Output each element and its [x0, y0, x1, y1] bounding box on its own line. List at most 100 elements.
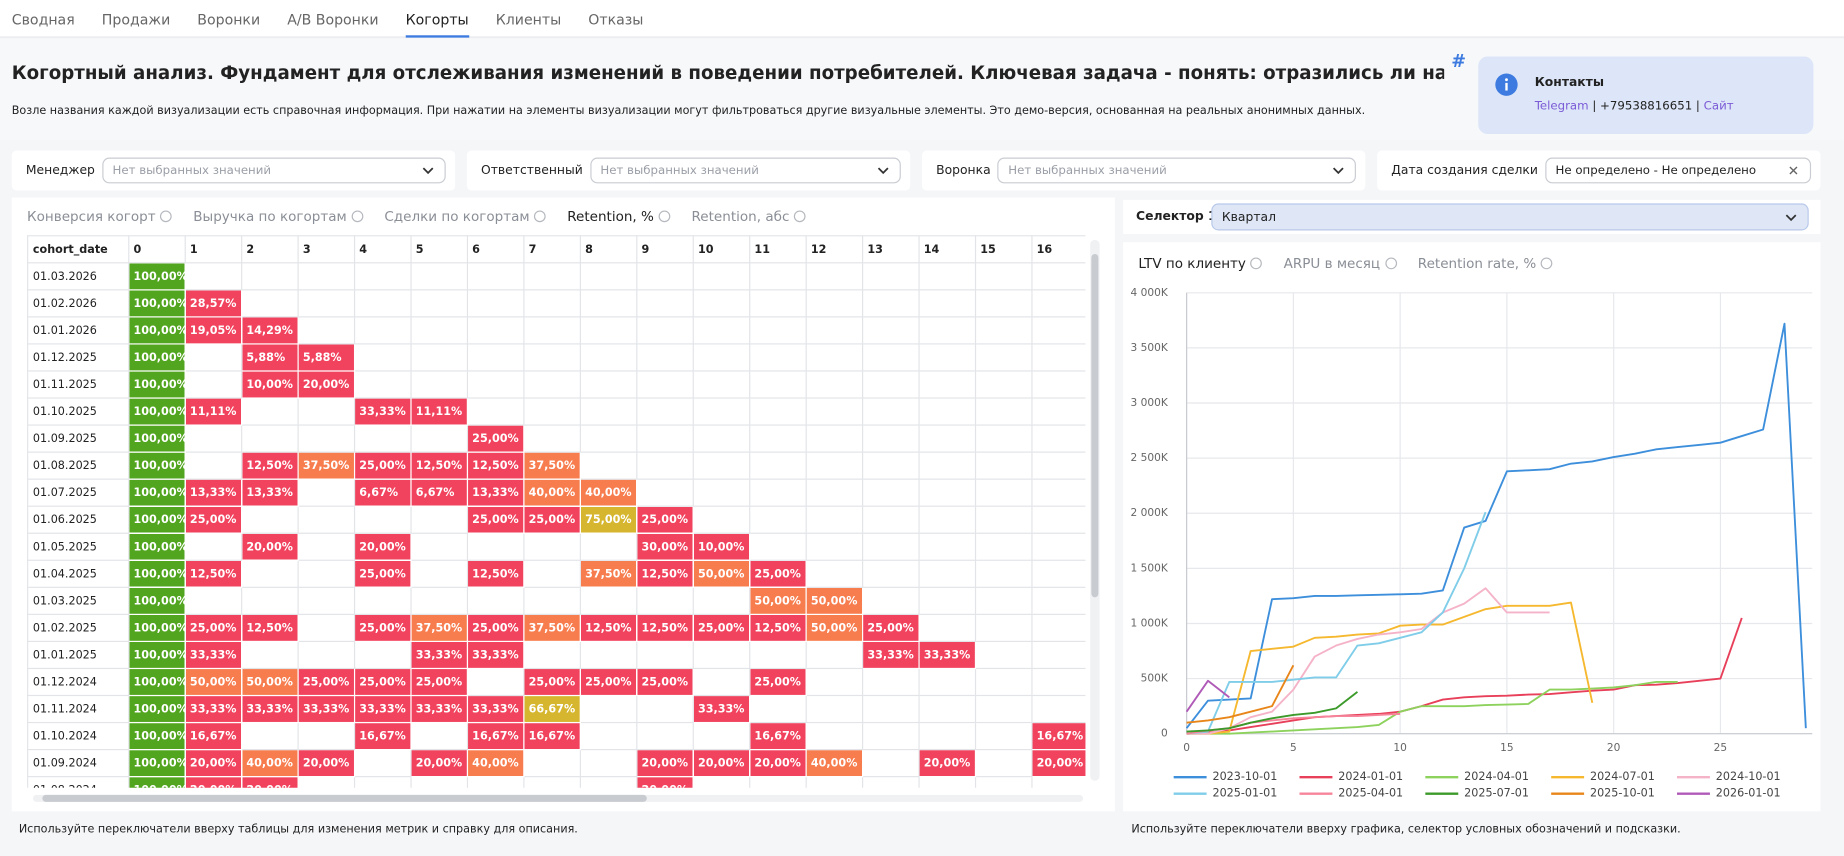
retention-cell[interactable]: 100,00%: [127, 613, 186, 642]
retention-cell[interactable]: 33,33%: [466, 694, 524, 724]
retention-cell[interactable]: 12,50%: [466, 559, 524, 588]
tab[interactable]: Retention, %: [567, 208, 671, 225]
retention-cell[interactable]: 100,00%: [127, 316, 186, 345]
retention-cell[interactable]: 12,50%: [579, 613, 637, 642]
legend-label[interactable]: 2025-01-01: [1212, 787, 1277, 800]
series-line[interactable]: [1186, 587, 1550, 735]
retention-cell[interactable]: 12,50%: [635, 559, 694, 588]
retention-cell[interactable]: 25,00%: [353, 451, 412, 480]
retention-cell[interactable]: 100,00%: [127, 370, 186, 399]
retention-cell[interactable]: 100,00%: [127, 397, 186, 426]
retention-cell[interactable]: 12,50%: [240, 451, 299, 480]
retention-cell[interactable]: 100,00%: [127, 776, 186, 788]
retention-cell[interactable]: 50,00%: [240, 667, 299, 697]
tab[interactable]: Выручка по когортам: [193, 208, 364, 225]
retention-cell[interactable]: 100,00%: [127, 289, 186, 318]
site-link[interactable]: Сайт: [1703, 99, 1734, 113]
selector-dropdown[interactable]: Квартал: [1211, 203, 1809, 231]
series-line[interactable]: [1186, 680, 1678, 735]
retention-cell[interactable]: 20,00%: [296, 748, 355, 778]
retention-cell[interactable]: 25,00%: [353, 559, 412, 588]
retention-cell[interactable]: 13,33%: [466, 478, 524, 507]
retention-cell[interactable]: 20,00%: [917, 748, 976, 778]
legend-label[interactable]: 2024-04-01: [1464, 770, 1529, 783]
retention-cell[interactable]: 40,00%: [240, 748, 299, 778]
retention-cell[interactable]: 16,67%: [522, 721, 581, 751]
retention-cell[interactable]: 25,00%: [184, 505, 242, 534]
retention-cell[interactable]: 28,57%: [184, 289, 242, 318]
retention-cell[interactable]: 25,00%: [748, 667, 807, 697]
retention-cell[interactable]: 37,50%: [579, 559, 637, 588]
retention-cell[interactable]: 10,00%: [692, 532, 750, 561]
retention-cell[interactable]: 16,67%: [184, 721, 242, 751]
retention-cell[interactable]: 100,00%: [127, 640, 186, 670]
retention-cell[interactable]: 33,33%: [184, 640, 242, 670]
retention-cell[interactable]: 50,00%: [804, 586, 863, 615]
retention-cell[interactable]: 16,67%: [748, 721, 807, 751]
retention-cell[interactable]: 12,50%: [409, 451, 468, 480]
retention-cell[interactable]: 25,00%: [635, 667, 694, 697]
retention-cell[interactable]: 25,00%: [353, 613, 412, 642]
retention-cell[interactable]: 33,33%: [861, 640, 920, 670]
retention-cell[interactable]: 33,33%: [917, 640, 976, 670]
filter-dropdown[interactable]: Нет выбранных значений: [997, 157, 1356, 184]
retention-cell[interactable]: 12,50%: [240, 613, 299, 642]
retention-cell[interactable]: 37,50%: [522, 451, 581, 480]
retention-cell[interactable]: 50,00%: [184, 667, 242, 697]
retention-cell[interactable]: 25,00%: [409, 667, 468, 697]
retention-cell[interactable]: 16,67%: [353, 721, 412, 751]
retention-cell[interactable]: 33,33%: [692, 694, 750, 724]
retention-cell[interactable]: 12,50%: [466, 451, 524, 480]
legend-label[interactable]: 2024-10-01: [1716, 770, 1781, 783]
legend-label[interactable]: 2024-01-01: [1338, 770, 1403, 783]
retention-cell[interactable]: 11,11%: [184, 397, 242, 426]
retention-cell[interactable]: 100,00%: [127, 667, 186, 697]
retention-cell[interactable]: 25,00%: [635, 505, 694, 534]
retention-cell[interactable]: 20,00%: [748, 748, 807, 778]
scroll-thumb[interactable]: [1091, 253, 1099, 598]
series-line[interactable]: [1186, 664, 1295, 724]
retention-cell[interactable]: 100,00%: [127, 505, 186, 534]
retention-cell[interactable]: 16,67%: [466, 721, 524, 751]
retention-cell[interactable]: 20,00%: [1030, 748, 1086, 778]
retention-cell[interactable]: 75,00%: [579, 505, 637, 534]
retention-cell[interactable]: 25,00%: [296, 667, 355, 697]
retention-cell[interactable]: 12,50%: [184, 559, 242, 588]
tab[interactable]: Конверсия когорт: [27, 208, 173, 225]
retention-cell[interactable]: 25,00%: [184, 613, 242, 642]
legend-label[interactable]: 2025-04-01: [1338, 787, 1403, 800]
nav-tab[interactable]: Сводная: [11, 11, 75, 29]
retention-cell[interactable]: 25,00%: [466, 613, 524, 642]
nav-tab[interactable]: A/B Воронки: [287, 11, 379, 29]
series-line[interactable]: [1186, 617, 1743, 735]
retention-cell[interactable]: 25,00%: [522, 667, 581, 697]
retention-cell[interactable]: 6,67%: [353, 478, 412, 507]
telegram-link[interactable]: Telegram: [1534, 99, 1589, 113]
tab[interactable]: ARPU в месяц: [1284, 255, 1397, 272]
retention-cell[interactable]: 100,00%: [127, 586, 186, 615]
retention-cell[interactable]: 20,00%: [184, 776, 242, 788]
retention-cell[interactable]: 20,00%: [635, 776, 694, 788]
retention-cell[interactable]: 50,00%: [692, 559, 750, 588]
retention-cell[interactable]: 33,33%: [409, 640, 468, 670]
retention-cell[interactable]: 100,00%: [127, 478, 186, 507]
retention-cell[interactable]: 25,00%: [579, 667, 637, 697]
nav-tab[interactable]: Когорты: [405, 0, 469, 38]
legend-label[interactable]: 2026-01-01: [1716, 787, 1781, 800]
retention-cell[interactable]: 50,00%: [804, 613, 863, 642]
retention-cell[interactable]: 40,00%: [804, 748, 863, 778]
retention-cell[interactable]: 33,33%: [296, 694, 355, 724]
nav-tab[interactable]: Клиенты: [495, 11, 562, 29]
filter-dropdown[interactable]: Нет выбранных значений: [101, 157, 446, 184]
retention-cell[interactable]: 33,33%: [240, 694, 299, 724]
retention-cell[interactable]: 25,00%: [466, 505, 524, 534]
filter-dropdown[interactable]: Не определено - Не определено: [1544, 157, 1812, 184]
retention-cell[interactable]: 100,00%: [127, 262, 186, 291]
retention-cell[interactable]: 13,33%: [240, 478, 299, 507]
series-line[interactable]: [1186, 511, 1487, 735]
anchor-link[interactable]: #: [1451, 50, 1467, 72]
retention-cell[interactable]: 37,50%: [409, 613, 468, 642]
legend-label[interactable]: 2023-10-01: [1212, 770, 1277, 783]
series-line[interactable]: [1185, 322, 1807, 729]
retention-cell[interactable]: 20,00%: [635, 748, 694, 778]
